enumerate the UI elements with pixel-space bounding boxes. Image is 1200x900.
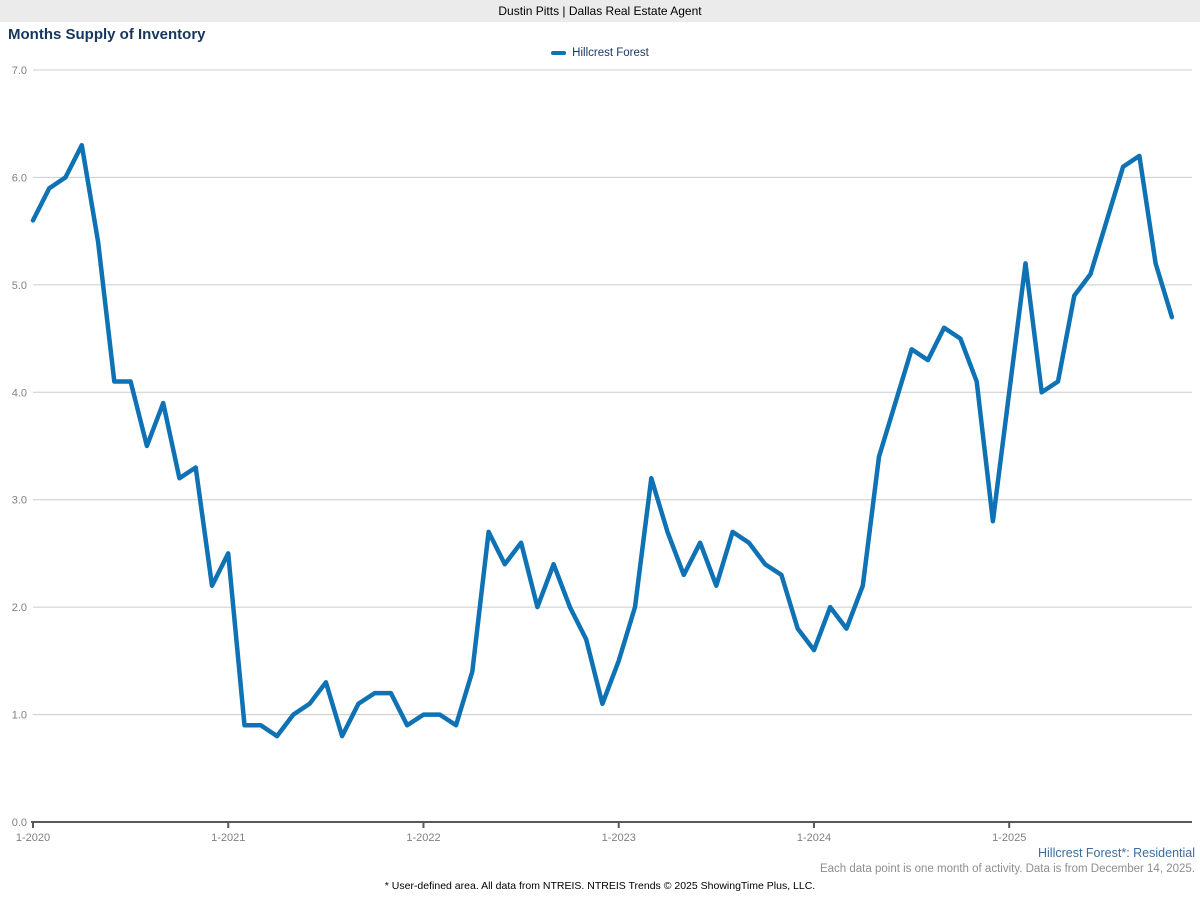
y-axis-label: 7.0: [12, 65, 27, 77]
y-axis-label: 3.0: [12, 495, 27, 507]
disclaimer: * User-defined area. All data from NTREI…: [384, 880, 816, 892]
data-note: Each data point is one month of activity…: [819, 863, 1195, 875]
x-axis-label: 1-2025: [992, 832, 1026, 844]
legend-line-icon: [551, 51, 567, 55]
y-axis-label: 5.0: [12, 280, 27, 292]
y-axis-label: 0.0: [12, 817, 27, 829]
legend-label: Hillcrest Forest: [572, 47, 649, 59]
legend: Hillcrest Forest: [0, 47, 1200, 59]
header-title: Dustin Pitts | Dallas Real Estate Agent: [498, 4, 702, 18]
y-axis-label: 2.0: [12, 602, 27, 614]
header-bar: Dustin Pitts | Dallas Real Estate Agent: [0, 0, 1200, 22]
x-axis-label: 1-2020: [16, 832, 50, 844]
x-axis-label: 1-2022: [406, 832, 440, 844]
footer-right: Hillcrest Forest*: Residential Each data…: [595, 846, 1195, 875]
x-axis-label: 1-2023: [602, 832, 636, 844]
x-axis-label: 1-2024: [797, 832, 831, 844]
series-line-hillcrest-forest: [30, 142, 1175, 739]
region-label: Hillcrest Forest*: Residential: [1038, 846, 1195, 860]
y-axis-label: 1.0: [12, 710, 27, 722]
y-axis-label: 4.0: [12, 387, 27, 399]
x-axis-label: 1-2021: [211, 832, 245, 844]
page-title: Months Supply of Inventory: [8, 26, 206, 43]
y-axis-label: 6.0: [12, 172, 27, 184]
